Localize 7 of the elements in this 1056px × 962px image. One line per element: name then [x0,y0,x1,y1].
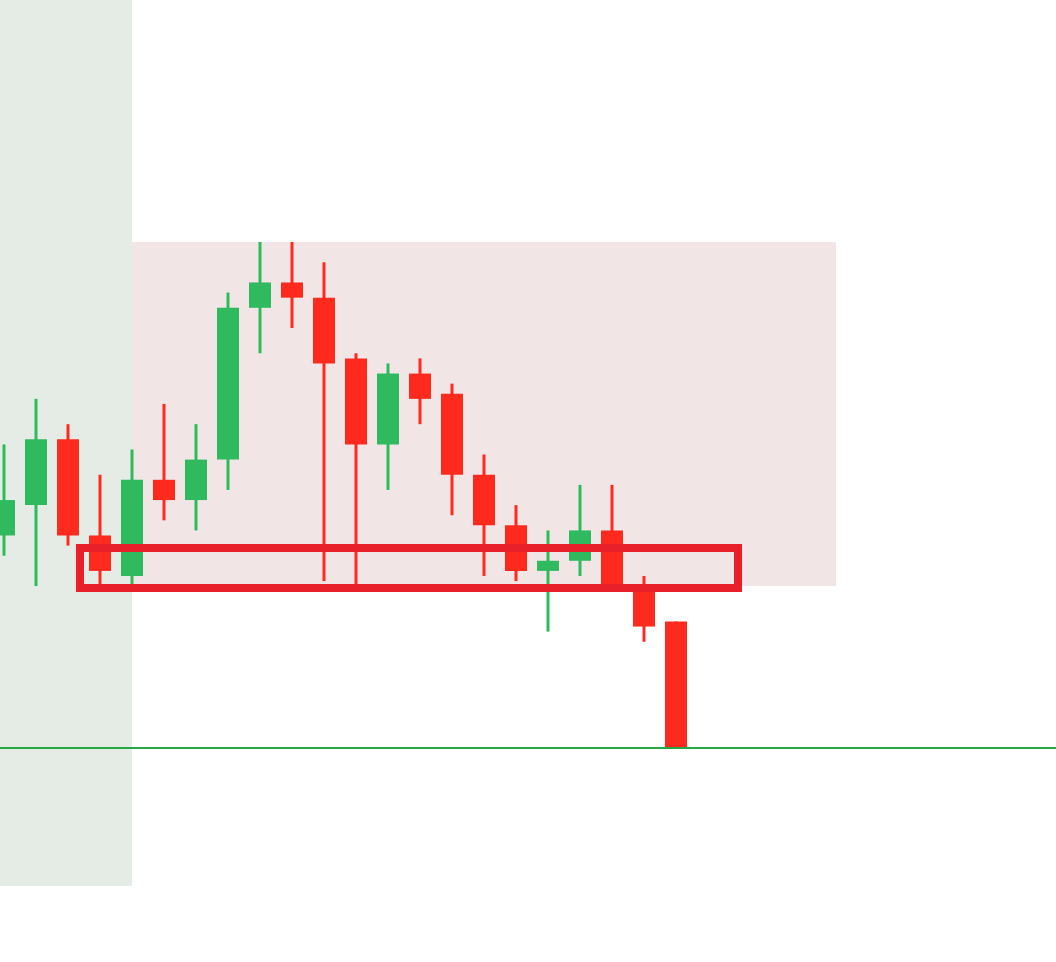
candlestick [537,528,559,634]
candlestick [153,402,175,522]
candlestick [281,240,303,330]
candlestick [409,356,431,426]
candlestick [249,240,271,355]
candlestick [633,574,655,644]
candlestick [185,422,207,532]
